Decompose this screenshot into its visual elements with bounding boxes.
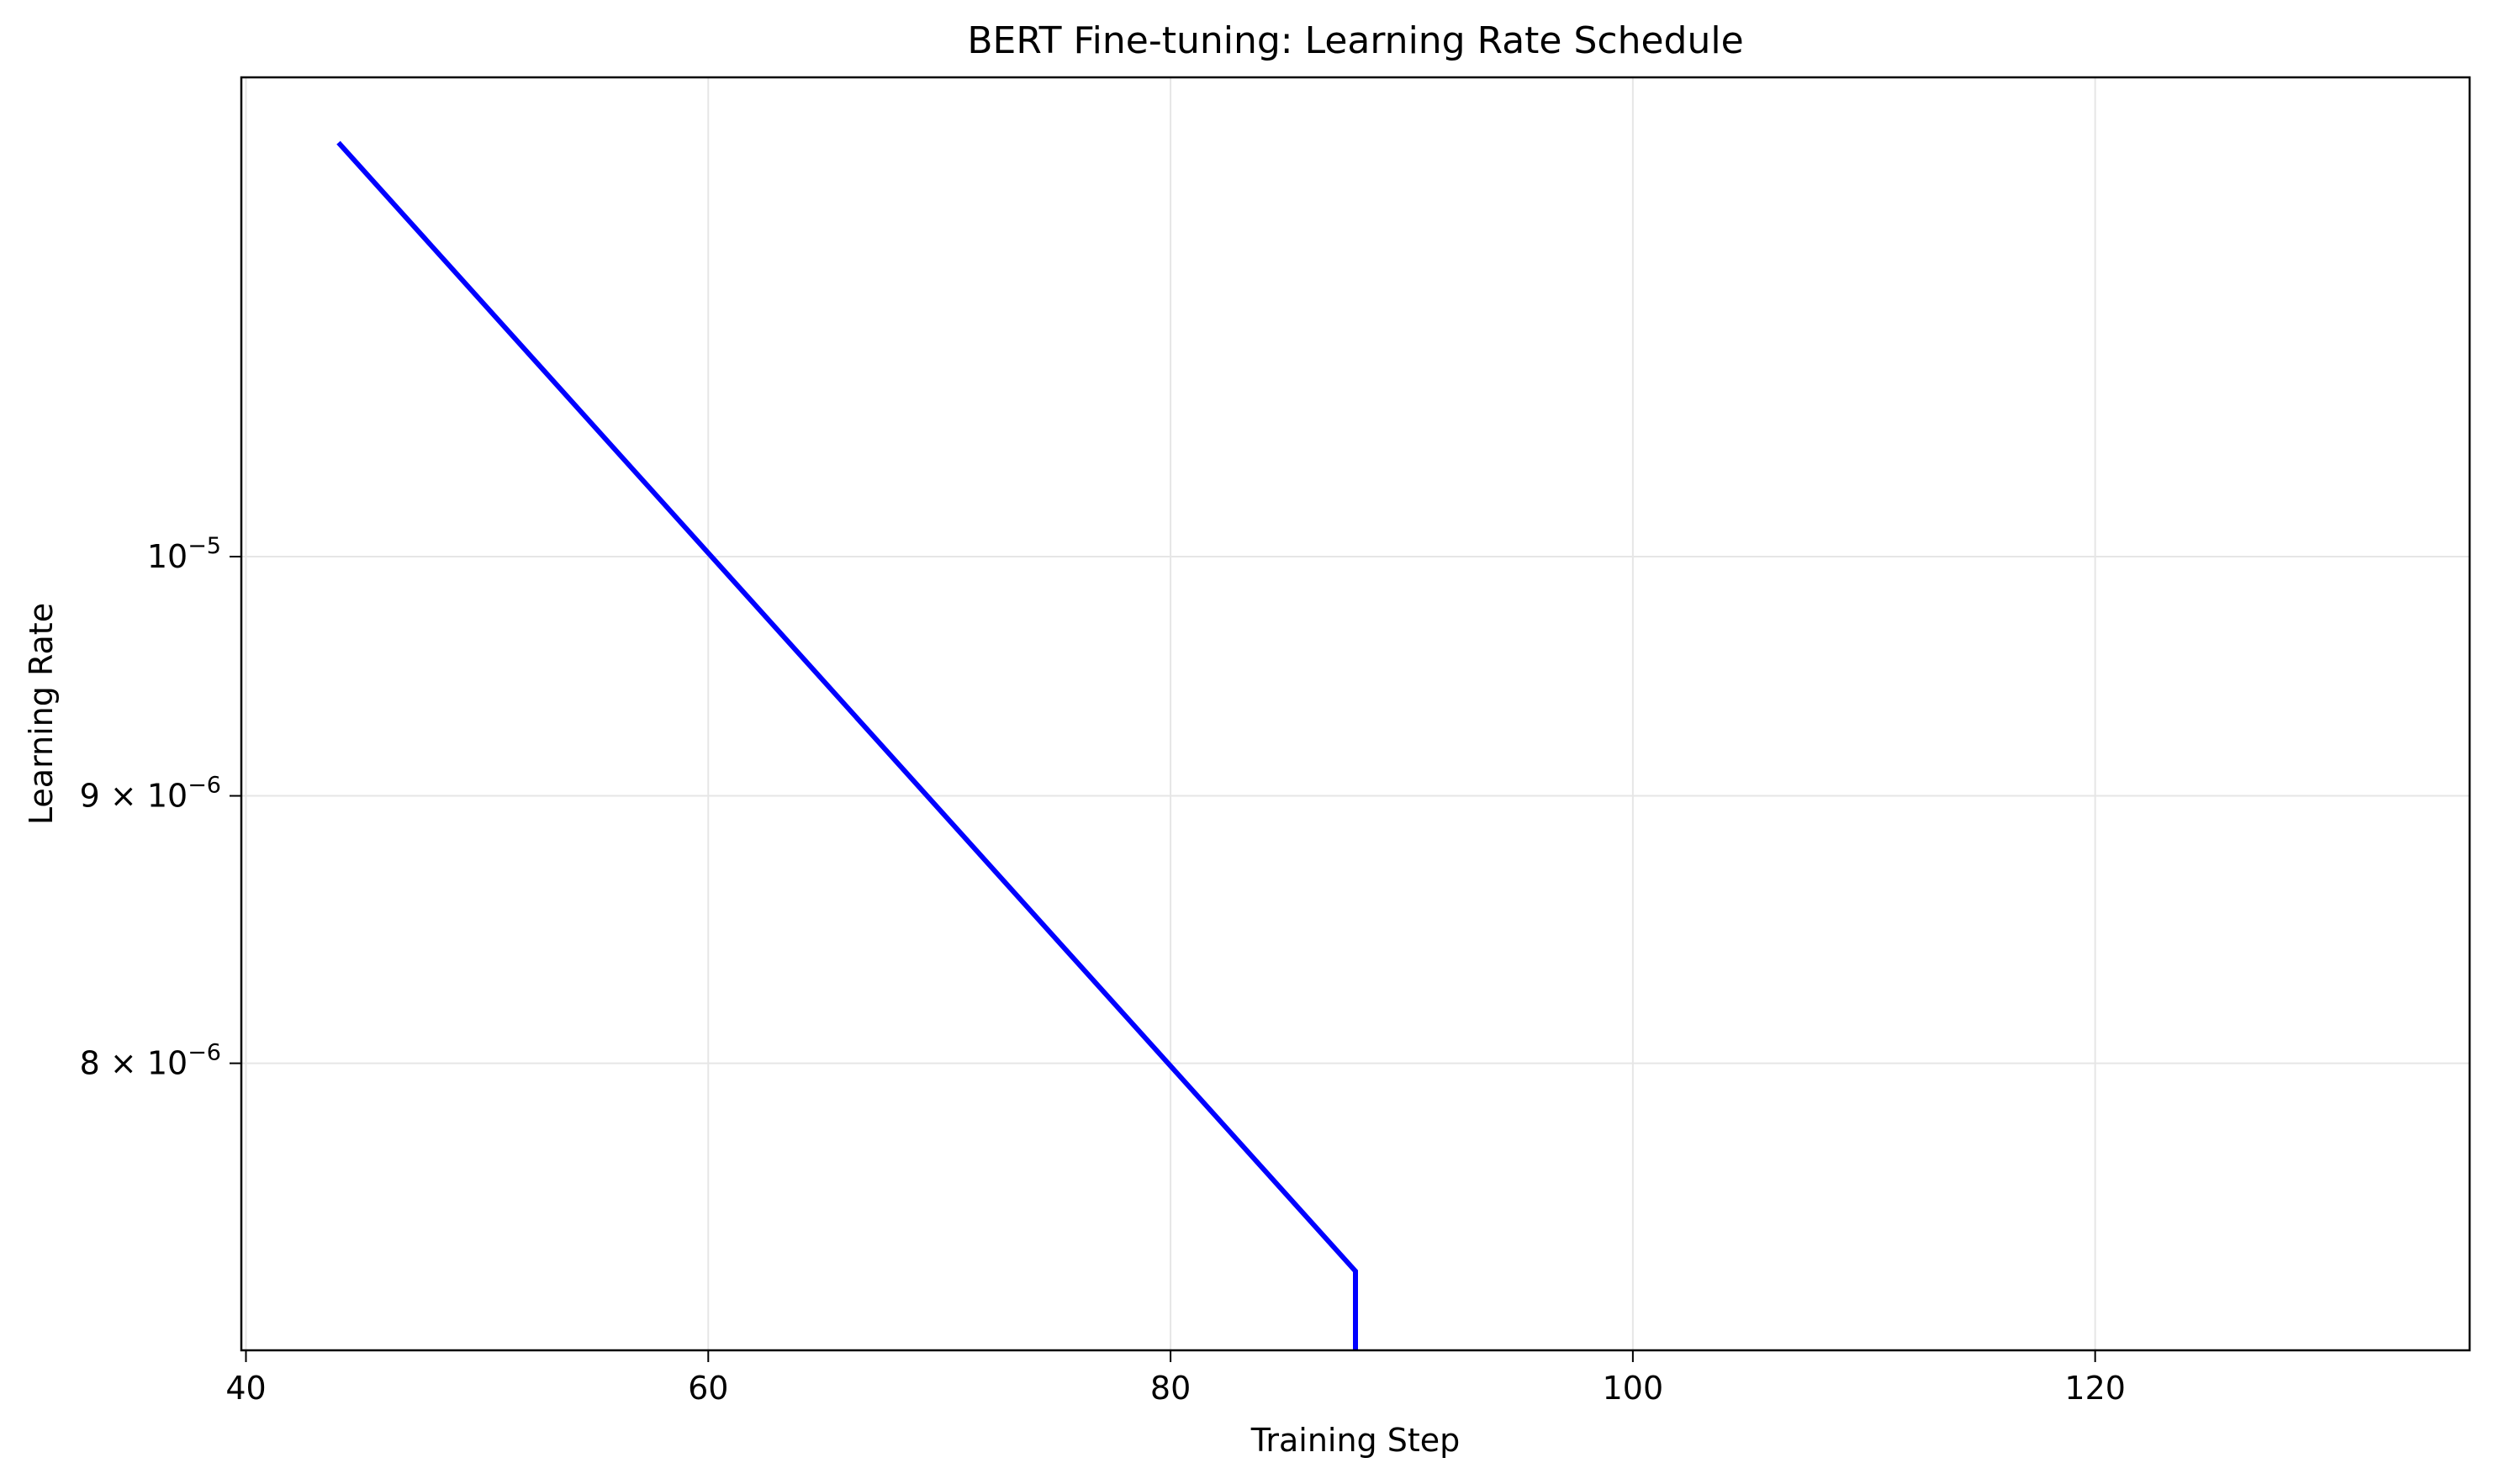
y-tick-label: 8 × 10−6 (80, 1040, 221, 1082)
x-axis-label: Training Step (1250, 1422, 1461, 1459)
y-axis-label: Learning Rate (23, 603, 60, 825)
y-tick-label: 9 × 10−6 (80, 773, 221, 815)
learning-rate-series-line (336, 140, 1358, 1350)
y-tick-label-base: 10 (147, 538, 188, 575)
grid-layer (241, 77, 2470, 1350)
y-tick-label: 10−5 (147, 533, 221, 575)
x-tick-label: 100 (1603, 1370, 1664, 1407)
y-tick-label-exponent: −6 (188, 1040, 221, 1066)
x-tick-label: 40 (225, 1370, 266, 1407)
x-tick-label: 80 (1150, 1370, 1191, 1407)
x-tick-label: 60 (688, 1370, 728, 1407)
y-tick-label-exponent: −6 (188, 773, 221, 799)
chart-title: BERT Fine-tuning: Learning Rate Schedule (967, 19, 1743, 62)
y-tick-label-exponent: −5 (188, 533, 221, 559)
y-tick-label-base: 9 × 10 (80, 778, 188, 815)
x-tick-label: 120 (2064, 1370, 2126, 1407)
y-tick-label-base: 8 × 10 (80, 1045, 188, 1082)
series-layer (336, 140, 1358, 1350)
plot-frame (240, 76, 2471, 1352)
